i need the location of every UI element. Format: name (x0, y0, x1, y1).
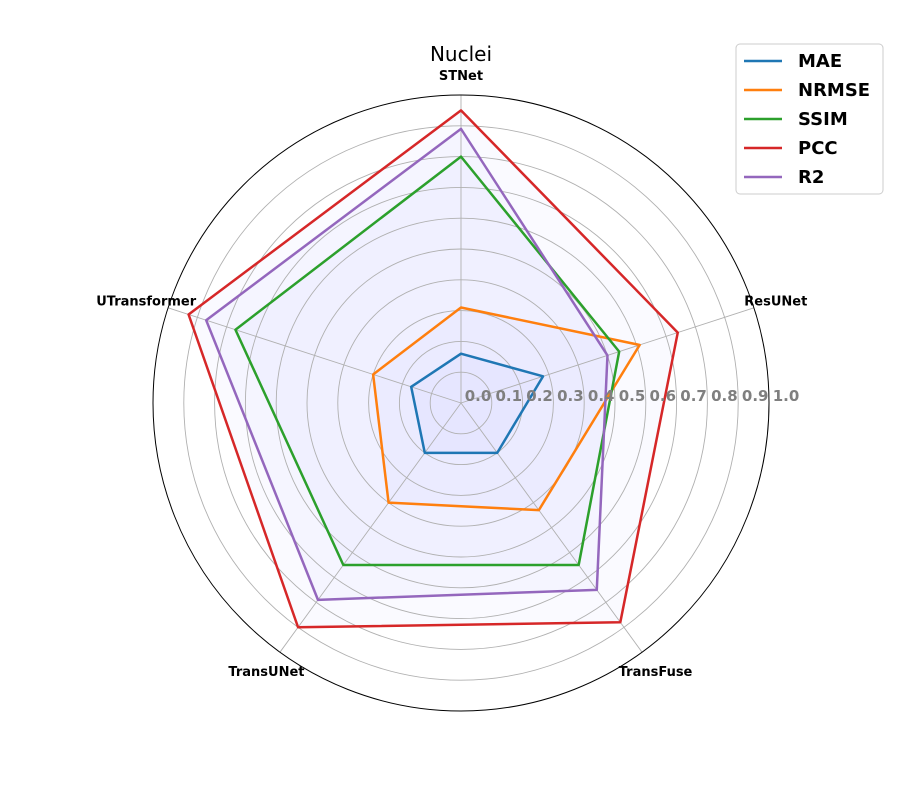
series-lines (187, 109, 680, 629)
radial-tick-labels: 0.0 0.1 0.2 0.3 0.4 0.5 0.6 0.7 0.8 0.9 1.0 (465, 387, 800, 405)
axis-label-resunet: ResUNet (744, 295, 807, 310)
radial-tick-label: 0.0 (465, 387, 492, 405)
legend-label-ssim: SSIM (798, 109, 848, 130)
axis-label-transunet: TransUNet (228, 665, 304, 680)
axis-label-transfuse: TransFuse (619, 665, 693, 680)
series-line-r2 (204, 127, 609, 602)
axis-labels: STNet ResUNet TransFuse TransUNet UTransform… (96, 69, 807, 680)
legend-label-pcc: PCC (798, 138, 838, 159)
radial-tick-label: 0.2 (526, 387, 553, 405)
series-line-ssim (234, 155, 621, 567)
radial-tick-label: 1.0 (773, 387, 800, 405)
radial-tick-label: 0.4 (588, 387, 615, 405)
outer-frame (152, 94, 770, 712)
axis-label-utransformer: UTransformer (96, 295, 197, 310)
grid-spoke (279, 402, 462, 653)
radial-tick-label: 0.6 (650, 387, 677, 405)
radial-grid (152, 94, 770, 712)
radial-tick-label: 0.9 (742, 387, 769, 405)
legend-label-r2: R2 (798, 167, 824, 188)
legend-label-mae: MAE (798, 51, 842, 72)
radial-tick-label: 0.3 (557, 387, 584, 405)
series-line-pcc (187, 109, 680, 629)
legend-box (735, 43, 884, 195)
legend: MAE NRMSE SSIM PCC R2 (735, 43, 884, 195)
radial-tick-label: 0.1 (496, 387, 523, 405)
radial-tick-label: 0.8 (711, 387, 738, 405)
radial-tick-label: 0.5 (619, 387, 646, 405)
axis-label-stnet: STNet (439, 69, 483, 84)
series-fills (189, 110, 678, 627)
series-line-mae (409, 352, 545, 455)
radial-tick-label: 0.7 (680, 387, 707, 405)
legend-label-nrmse: NRMSE (798, 80, 870, 101)
grid-spoke (460, 402, 643, 653)
chart-title: Nuclei (430, 42, 492, 66)
